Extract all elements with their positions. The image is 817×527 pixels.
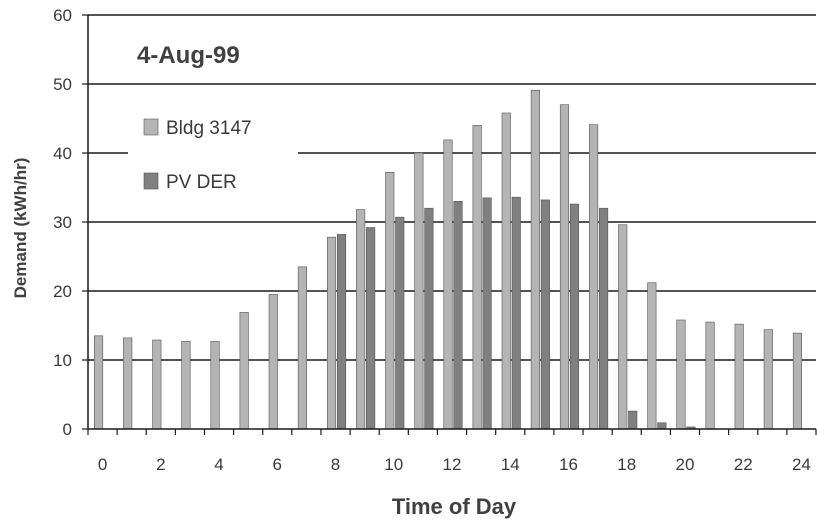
bar-bldg-2: [152, 339, 162, 430]
bar-bldg-17: [589, 124, 599, 430]
y-tick-label-0: 0: [63, 420, 72, 439]
bar-bldg-4: [210, 341, 220, 430]
y-tick-label-60: 60: [53, 6, 72, 25]
bar-pv-13: [482, 197, 492, 430]
bar-pv-15: [540, 199, 550, 430]
bar-pv-9: [366, 227, 376, 430]
bar-pv-12: [453, 201, 463, 430]
x-tick-label-6: 6: [273, 455, 282, 474]
legend-swatch-pv: [143, 172, 159, 190]
x-axis-title: Time of Day: [392, 494, 517, 519]
legend: Bldg 3147 PV DER: [128, 108, 298, 203]
bar-bldg-22: [734, 323, 744, 430]
bar-pv-19: [657, 422, 667, 430]
bar-bldg-13: [472, 125, 482, 430]
bar-pv-11: [424, 207, 434, 430]
bar-bldg-14: [501, 112, 511, 430]
bar-pv-18: [628, 410, 638, 430]
bar-bldg-21: [705, 321, 715, 430]
bar-bldg-15: [530, 89, 540, 430]
x-tick-label-0: 0: [98, 455, 107, 474]
bar-layer: [94, 89, 802, 430]
x-tick-label-14: 14: [501, 455, 520, 474]
bar-bldg-11: [414, 152, 424, 430]
bar-bldg-8: [326, 236, 337, 430]
x-tick-label-12: 12: [443, 455, 462, 474]
bar-bldg-7: [297, 266, 307, 430]
bar-bldg-3: [181, 341, 191, 430]
bar-bldg-0: [94, 335, 104, 430]
y-tick-label-50: 50: [53, 75, 72, 94]
bar-bldg-12: [443, 139, 453, 430]
y-tick-label-40: 40: [53, 144, 72, 163]
y-tick-label-20: 20: [53, 282, 72, 301]
bar-bldg-5: [239, 312, 249, 430]
bar-bldg-19: [647, 282, 657, 430]
bar-bldg-6: [268, 294, 278, 430]
x-tick-label-4: 4: [214, 455, 223, 474]
x-tick-label-8: 8: [331, 455, 340, 474]
x-tick-label-24: 24: [792, 455, 811, 474]
bar-pv-14: [511, 196, 521, 430]
legend-swatch-bldg: [143, 118, 159, 136]
legend-label-bldg: Bldg 3147: [166, 118, 252, 139]
x-tick-label-20: 20: [675, 455, 694, 474]
bar-pv-17: [599, 207, 609, 430]
bar-bldg-1: [123, 337, 133, 430]
bar-bldg-24: [792, 332, 802, 430]
bar-pv-16: [569, 203, 580, 430]
y-tick-label-10: 10: [53, 351, 72, 370]
x-tick-label-18: 18: [617, 455, 636, 474]
y-tick-label-30: 30: [53, 213, 72, 232]
x-tick-label-22: 22: [734, 455, 753, 474]
axis-layer: [82, 14, 817, 435]
bar-pv-10: [395, 216, 405, 430]
bar-bldg-16: [559, 104, 570, 430]
bar-bldg-10: [385, 172, 395, 430]
bar-bldg-23: [763, 329, 773, 430]
chart-title: 4-Aug-99: [137, 42, 240, 69]
bar-pv-8: [336, 234, 347, 430]
legend-label-pv: PV DER: [166, 172, 237, 193]
bar-bldg-9: [356, 209, 366, 430]
x-tick-label-2: 2: [156, 455, 165, 474]
y-axis-title: Demand (kWh/hr): [11, 158, 30, 299]
x-tick-label-16: 16: [559, 455, 578, 474]
bar-bldg-20: [676, 319, 686, 430]
bar-bldg-18: [618, 224, 628, 430]
x-tick-label-10: 10: [384, 455, 403, 474]
